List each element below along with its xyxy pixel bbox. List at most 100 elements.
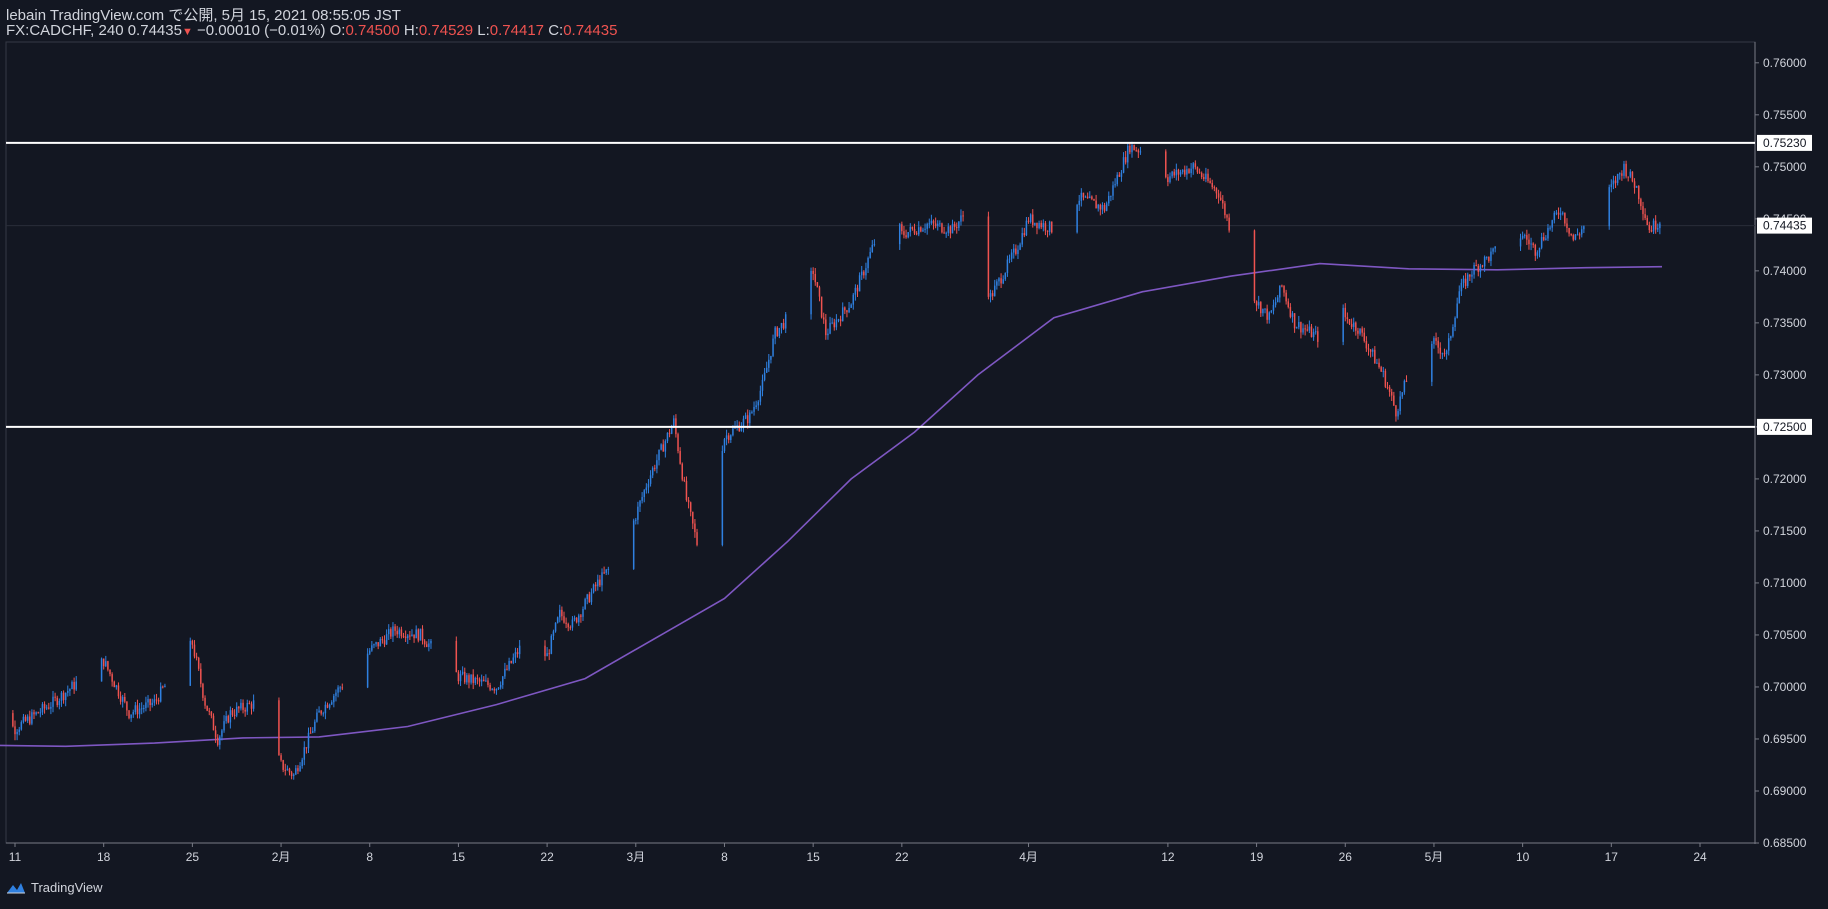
candle-body <box>1203 177 1205 179</box>
candle-body <box>115 685 118 688</box>
candle-body <box>371 645 373 651</box>
candle-body <box>1279 285 1281 298</box>
candle-body <box>195 656 198 658</box>
candle-body <box>58 700 61 706</box>
candle-body <box>1481 265 1484 267</box>
candle-body <box>867 257 869 269</box>
candle-body <box>223 721 225 731</box>
candle-body <box>1616 173 1619 183</box>
candle-body <box>394 626 396 631</box>
candle-body <box>637 506 639 520</box>
candle-body <box>1648 225 1651 231</box>
candle-body <box>742 418 745 427</box>
candle-body <box>1388 387 1391 392</box>
candle-body <box>1211 182 1213 188</box>
candle-body <box>639 500 641 507</box>
candle-body <box>390 629 392 637</box>
candle-body <box>75 681 77 690</box>
candle-body <box>62 692 65 701</box>
candle-body <box>1042 223 1045 228</box>
candle-body <box>1287 301 1290 308</box>
candle-body <box>417 629 420 641</box>
candle-body <box>381 639 384 641</box>
candle-body <box>1635 186 1638 188</box>
candle-body <box>651 467 654 476</box>
candle-body <box>1562 212 1564 214</box>
candle-body <box>379 639 382 647</box>
candle-body <box>322 713 325 715</box>
candle-body <box>565 622 567 624</box>
candle-body <box>907 232 909 238</box>
candle-body <box>939 223 941 225</box>
down-arrow-icon: ▼ <box>181 26 193 38</box>
candle-body <box>1122 157 1125 173</box>
candle-body <box>1190 168 1192 174</box>
candle-body <box>590 592 593 603</box>
candle-body <box>1652 220 1655 232</box>
candle-body <box>1048 221 1051 232</box>
candle-body <box>782 323 785 329</box>
candle-body <box>603 572 605 574</box>
candle-body <box>772 338 774 356</box>
last-price: 0.74435 <box>127 22 182 39</box>
candle-body <box>1255 301 1258 306</box>
candle-body <box>943 232 945 234</box>
candle-body <box>1000 278 1002 284</box>
candle-body <box>398 629 401 635</box>
candle-body <box>949 226 952 234</box>
candle-body <box>1095 200 1097 209</box>
candle-body <box>1224 203 1226 216</box>
tradingview-brand[interactable]: TradingView <box>6 880 103 895</box>
candle-body <box>1089 196 1091 199</box>
candle-body <box>725 435 728 440</box>
candle-body <box>14 726 16 735</box>
candle-body <box>658 449 660 461</box>
candle-body <box>1036 222 1038 229</box>
candle-body <box>922 229 924 232</box>
candle-body <box>466 675 468 683</box>
candle-body <box>1101 205 1104 210</box>
candle-body <box>1403 380 1406 393</box>
candle-body <box>1376 362 1378 364</box>
candle-body <box>632 520 635 569</box>
candle-body <box>117 685 120 697</box>
candle-body <box>662 444 664 452</box>
candle-body <box>1120 172 1123 177</box>
candle-body <box>1110 195 1112 197</box>
candle-body <box>485 680 487 682</box>
candle-body <box>820 296 823 318</box>
candle-body <box>1469 274 1471 277</box>
candle-body <box>932 220 935 224</box>
candle-body <box>1291 313 1294 317</box>
candle-body <box>685 480 688 501</box>
candle-body <box>1644 214 1646 219</box>
price-chart[interactable]: 0.76000 0.75500 0.75000 0.74500 0.74000 0.735… <box>0 0 1828 880</box>
candle-body <box>668 432 671 434</box>
candle-body <box>333 695 335 703</box>
candle-body <box>510 661 512 663</box>
candle-body <box>73 682 75 690</box>
candle-body <box>67 690 69 693</box>
candle-body <box>1260 302 1262 314</box>
candle-body <box>1257 302 1260 306</box>
candle-body <box>155 699 158 701</box>
candle-body <box>153 699 156 703</box>
candle-body <box>599 579 601 586</box>
candle-body <box>1540 237 1543 248</box>
candle-body <box>1542 237 1545 240</box>
candle-body <box>1619 173 1621 175</box>
candle-body <box>947 226 950 233</box>
candle-body <box>860 271 863 276</box>
candle-body <box>1131 144 1133 153</box>
candle-body <box>409 635 411 637</box>
candle-body <box>1179 172 1182 175</box>
low-label: L: <box>477 22 490 39</box>
candle-body <box>898 224 901 245</box>
candle-body <box>1084 196 1087 198</box>
candle-body <box>1450 336 1452 339</box>
candle-body <box>164 685 166 688</box>
candle-body <box>746 415 749 424</box>
y-tick-label: 0.72000 <box>1763 472 1807 486</box>
candle-body <box>1093 199 1095 201</box>
candle-body <box>1646 218 1648 226</box>
